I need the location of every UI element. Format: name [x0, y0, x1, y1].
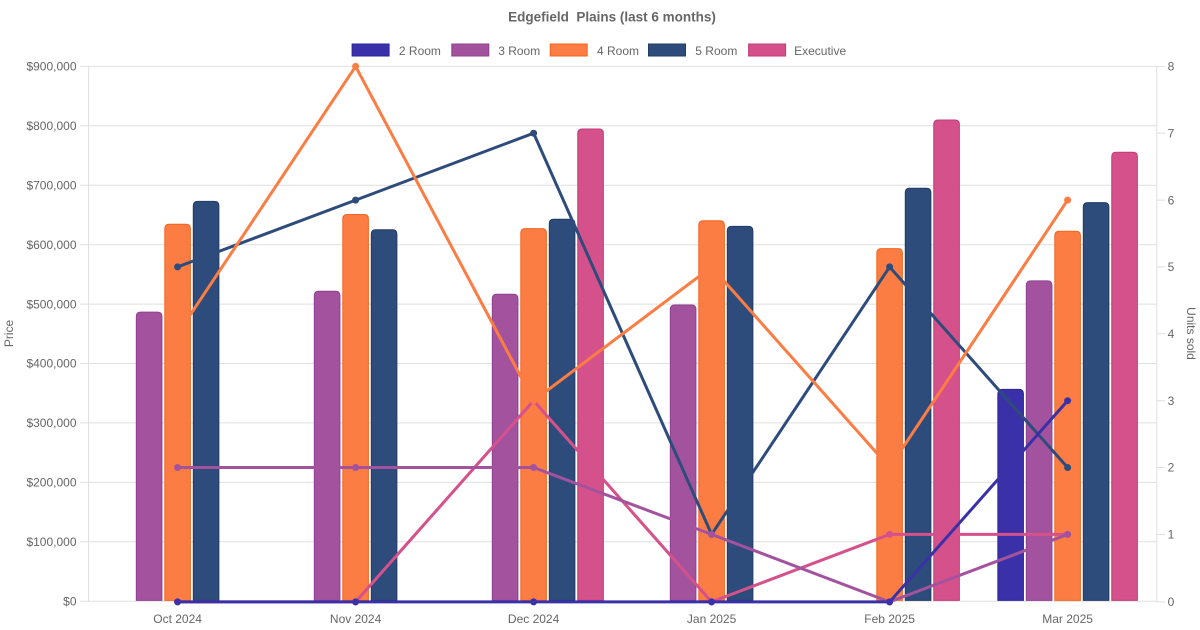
svg-text:3: 3 [1168, 394, 1175, 408]
svg-text:$100,000: $100,000 [26, 535, 76, 549]
svg-text:6: 6 [1168, 193, 1175, 207]
svg-text:$300,000: $300,000 [26, 416, 76, 430]
svg-text:$600,000: $600,000 [26, 238, 76, 252]
svg-text:Price: Price [2, 320, 16, 348]
svg-text:$900,000: $900,000 [26, 60, 76, 74]
svg-text:$0: $0 [63, 594, 77, 608]
svg-text:Edgefield Plains (last 6 mont: Edgefield Plains (last 6 months) [508, 10, 716, 25]
svg-text:$400,000: $400,000 [26, 357, 76, 371]
svg-text:Units sold: Units sold [1184, 307, 1198, 360]
svg-text:$500,000: $500,000 [26, 297, 76, 311]
svg-text:1: 1 [1168, 528, 1175, 542]
svg-text:8: 8 [1168, 60, 1175, 74]
svg-text:Nov 2024: Nov 2024 [330, 612, 382, 626]
svg-text:7: 7 [1168, 126, 1175, 140]
svg-text:$200,000: $200,000 [26, 476, 76, 490]
svg-text:2: 2 [1168, 461, 1175, 475]
svg-text:Dec 2024: Dec 2024 [508, 612, 560, 626]
svg-text:Feb 2025: Feb 2025 [864, 612, 915, 626]
svg-text:$800,000: $800,000 [26, 119, 76, 133]
svg-text:4 Room: 4 Room [597, 44, 639, 58]
svg-text:Oct 2024: Oct 2024 [153, 612, 202, 626]
svg-text:4: 4 [1168, 327, 1175, 341]
svg-text:5 Room: 5 Room [695, 44, 737, 58]
svg-text:5: 5 [1168, 260, 1175, 274]
svg-text:$700,000: $700,000 [26, 178, 76, 192]
svg-text:2 Room: 2 Room [399, 44, 441, 58]
svg-text:Executive: Executive [794, 44, 846, 58]
svg-text:Jan 2025: Jan 2025 [687, 612, 737, 626]
svg-text:0: 0 [1168, 595, 1175, 609]
svg-text:3 Room: 3 Room [498, 44, 540, 58]
svg-text:Mar 2025: Mar 2025 [1042, 612, 1093, 626]
